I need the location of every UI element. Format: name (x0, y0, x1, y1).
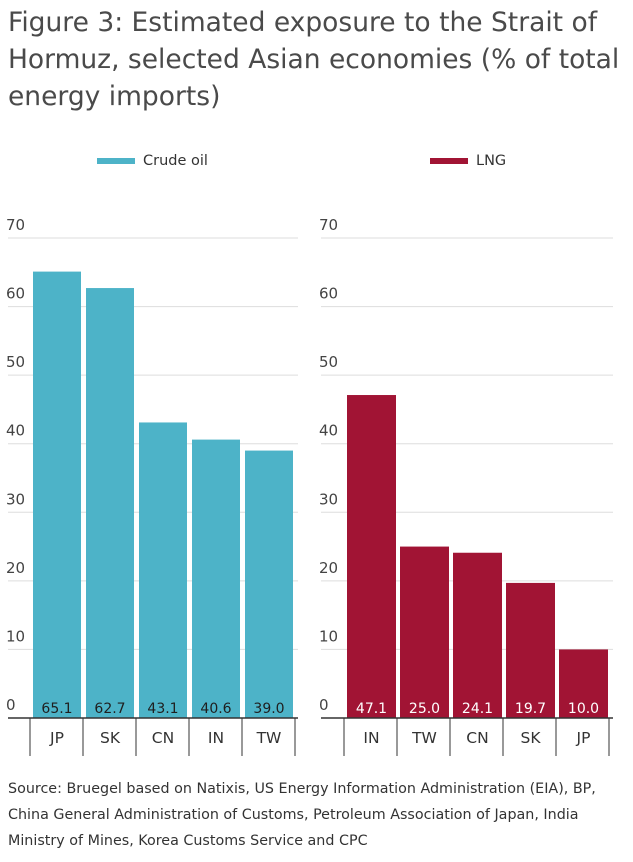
x-tick-label-lng-jp: JP (576, 729, 591, 747)
x-tick-label-crude-oil-in: IN (208, 729, 224, 747)
x-tick-label-lng-in: IN (363, 729, 379, 747)
bar-crude-oil-sk (86, 288, 134, 718)
data-label-crude-oil-sk: 62.7 (94, 701, 125, 717)
legend-swatch-lng (430, 158, 468, 164)
y-tick-label-lng: 60 (319, 285, 338, 303)
y-tick-label-lng: 70 (319, 216, 338, 234)
y-tick-label-crude-oil: 60 (6, 285, 25, 303)
x-tick-label-lng-cn: CN (466, 729, 488, 747)
legend-label-lng: LNG (476, 153, 507, 169)
data-label-crude-oil-cn: 43.1 (147, 701, 178, 717)
legend-lng: LNG (430, 153, 506, 169)
y-tick-label-crude-oil: 50 (6, 353, 25, 371)
x-tick-label-crude-oil-sk: SK (100, 729, 121, 747)
data-label-crude-oil-jp: 65.1 (41, 701, 72, 717)
legend-label-crude-oil: Crude oil (143, 153, 208, 169)
y-tick-label-lng: 10 (319, 627, 338, 645)
legend-swatch-crude-oil (97, 158, 135, 164)
bar-lng-sk (506, 582, 555, 718)
y-tick-label-crude-oil: 40 (6, 422, 25, 440)
y-tick-label-lng: 50 (319, 353, 338, 371)
y-tick-label-crude-oil: 20 (6, 559, 25, 577)
chart-title: Figure 3: Estimated exposure to the Stra… (8, 7, 620, 112)
bar-crude-oil-jp (33, 271, 81, 718)
y-tick-label-crude-oil: 0 (6, 696, 16, 714)
bar-crude-oil-tw (245, 450, 293, 718)
bar-lng-in (347, 395, 396, 718)
bar-crude-oil-in (192, 439, 240, 718)
data-label-lng-cn: 24.1 (462, 701, 493, 717)
data-label-lng-jp: 10.0 (568, 701, 599, 717)
bar-lng-jp (559, 649, 608, 718)
x-tick-label-lng-sk: SK (520, 729, 541, 747)
y-tick-label-lng: 20 (319, 559, 338, 577)
y-tick-label-lng: 30 (319, 490, 338, 508)
x-tick-label-crude-oil-tw: TW (256, 729, 282, 747)
bar-crude-oil-cn (139, 422, 187, 718)
data-label-lng-sk: 19.7 (515, 701, 546, 717)
y-tick-label-crude-oil: 10 (6, 627, 25, 645)
y-tick-label-lng: 0 (319, 696, 329, 714)
x-tick-label-crude-oil-cn: CN (152, 729, 174, 747)
x-tick-label-crude-oil-jp: JP (49, 729, 64, 747)
source-note: Source: Bruegel based on Natixis, US Ene… (8, 781, 596, 849)
data-label-lng-tw: 25.0 (409, 701, 440, 717)
chart-area: 0 10 20 30 40 50 60 70 65.1 62.7 43.1 40.6 39.0 JP SK C… (6, 216, 613, 756)
y-tick-label-crude-oil: 70 (6, 216, 25, 234)
data-label-lng-in: 47.1 (356, 701, 387, 717)
data-label-crude-oil-in: 40.6 (200, 701, 231, 717)
y-tick-label-crude-oil: 30 (6, 490, 25, 508)
data-label-crude-oil-tw: 39.0 (253, 701, 284, 717)
bar-lng-tw (400, 546, 449, 718)
bar-lng-cn (453, 552, 502, 718)
y-tick-label-lng: 40 (319, 422, 338, 440)
legend-crude-oil: Crude oil (97, 153, 208, 169)
x-tick-label-lng-tw: TW (411, 729, 437, 747)
